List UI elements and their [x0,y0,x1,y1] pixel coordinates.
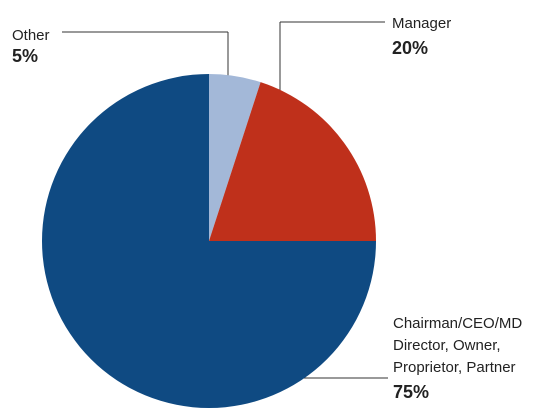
value-label: 5% [12,46,38,66]
value-label: 75% [393,382,429,402]
pie-slice [209,74,261,241]
slice-label-line: Proprietor, Partner [393,359,516,376]
slice-label: Chairman/CEO/MD Director, Owner, Proprieto… [393,315,522,376]
value-label: 20% [392,38,428,58]
pie-slice [209,82,376,242]
slice-label-line: Manager [392,15,451,32]
slice-label-line: Other [12,27,50,44]
pie-slice [42,74,376,408]
slice-label: Manager [392,15,451,32]
slice-label-line: Director, Owner, [393,337,501,354]
slice-label-line: Chairman/CEO/MD [393,315,522,332]
slice-label: Other [12,27,50,44]
